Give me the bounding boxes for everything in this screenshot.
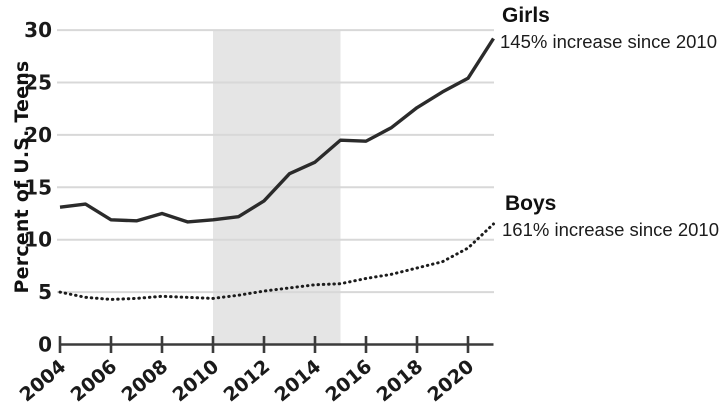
x-tick-label-2006: 2006 [67,355,122,406]
y-tick-label-30: 30 [24,18,52,42]
girls-series-subtitle: 145% increase since 2010 [500,31,718,52]
x-tick-label-2016: 2016 [322,355,377,406]
y-tick-label-15: 15 [24,175,52,199]
boys-series-label: Boys [505,192,557,215]
girls-line [59,37,495,224]
y-tick-label-25: 25 [24,71,52,95]
x-tick-label-2018: 2018 [373,355,428,406]
x-tick-label-2020: 2020 [424,355,479,406]
y-tick-labels: 0 5 10 15 20 25 30 [24,18,52,356]
x-tick-label-2008: 2008 [118,355,173,406]
x-axis [58,336,494,353]
boys-line [58,222,495,301]
series-lines [58,37,495,301]
y-tick-label-20: 20 [24,123,52,147]
boys-series-subtitle: 161% increase since 2010 [502,219,720,240]
y-axis-title: Percent of U.S. Teens [11,60,33,294]
x-tick-label-2004: 2004 [16,355,71,406]
y-tick-label-10: 10 [24,228,52,252]
x-tick-label-2014: 2014 [271,355,326,406]
x-tick-label-2012: 2012 [220,355,275,406]
girls-series-label: Girls [502,4,550,27]
y-tick-label-0: 0 [38,333,52,357]
x-tick-label-2010: 2010 [169,355,224,406]
y-tick-label-5: 5 [38,280,52,304]
